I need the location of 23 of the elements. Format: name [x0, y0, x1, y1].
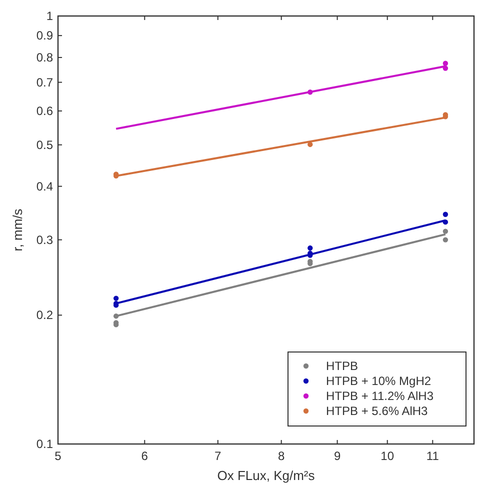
y-tick-label: 0.7: [36, 75, 54, 90]
legend-label: HTPB + 10% MgH2: [326, 374, 432, 388]
y-tick-label: 0.9: [36, 28, 54, 43]
legend-label: HTPB + 5.6% AlH3: [326, 404, 428, 418]
y-tick-label: 0.2: [36, 308, 54, 322]
x-axis-title: Ox FLux, Kg/m²s: [217, 468, 316, 483]
x-tick-label: 8: [278, 449, 285, 463]
y-tick-label: 0.6: [36, 104, 54, 118]
x-tick-label: 5: [54, 449, 62, 463]
y-tick-label: 0.4: [36, 179, 54, 194]
y-tick-label: 0.8: [36, 50, 54, 64]
x-tick-label: 9: [334, 449, 341, 463]
y-tick-label: 0.5: [36, 138, 54, 152]
x-tick-label: 6: [141, 449, 148, 463]
y-tick-label: 0.1: [36, 437, 54, 451]
y-axis-title: r, mm/s: [10, 208, 25, 252]
y-tick-label: 1: [46, 9, 54, 23]
x-tick-label: 10: [380, 449, 394, 463]
x-tick-label: 11: [426, 449, 440, 463]
x-tick-label: 7: [214, 449, 222, 463]
legend-label: HTPB + 11.2% AlH3: [326, 389, 434, 403]
legend-label: HTPB: [326, 359, 358, 373]
y-tick-label: 0.3: [36, 232, 54, 247]
